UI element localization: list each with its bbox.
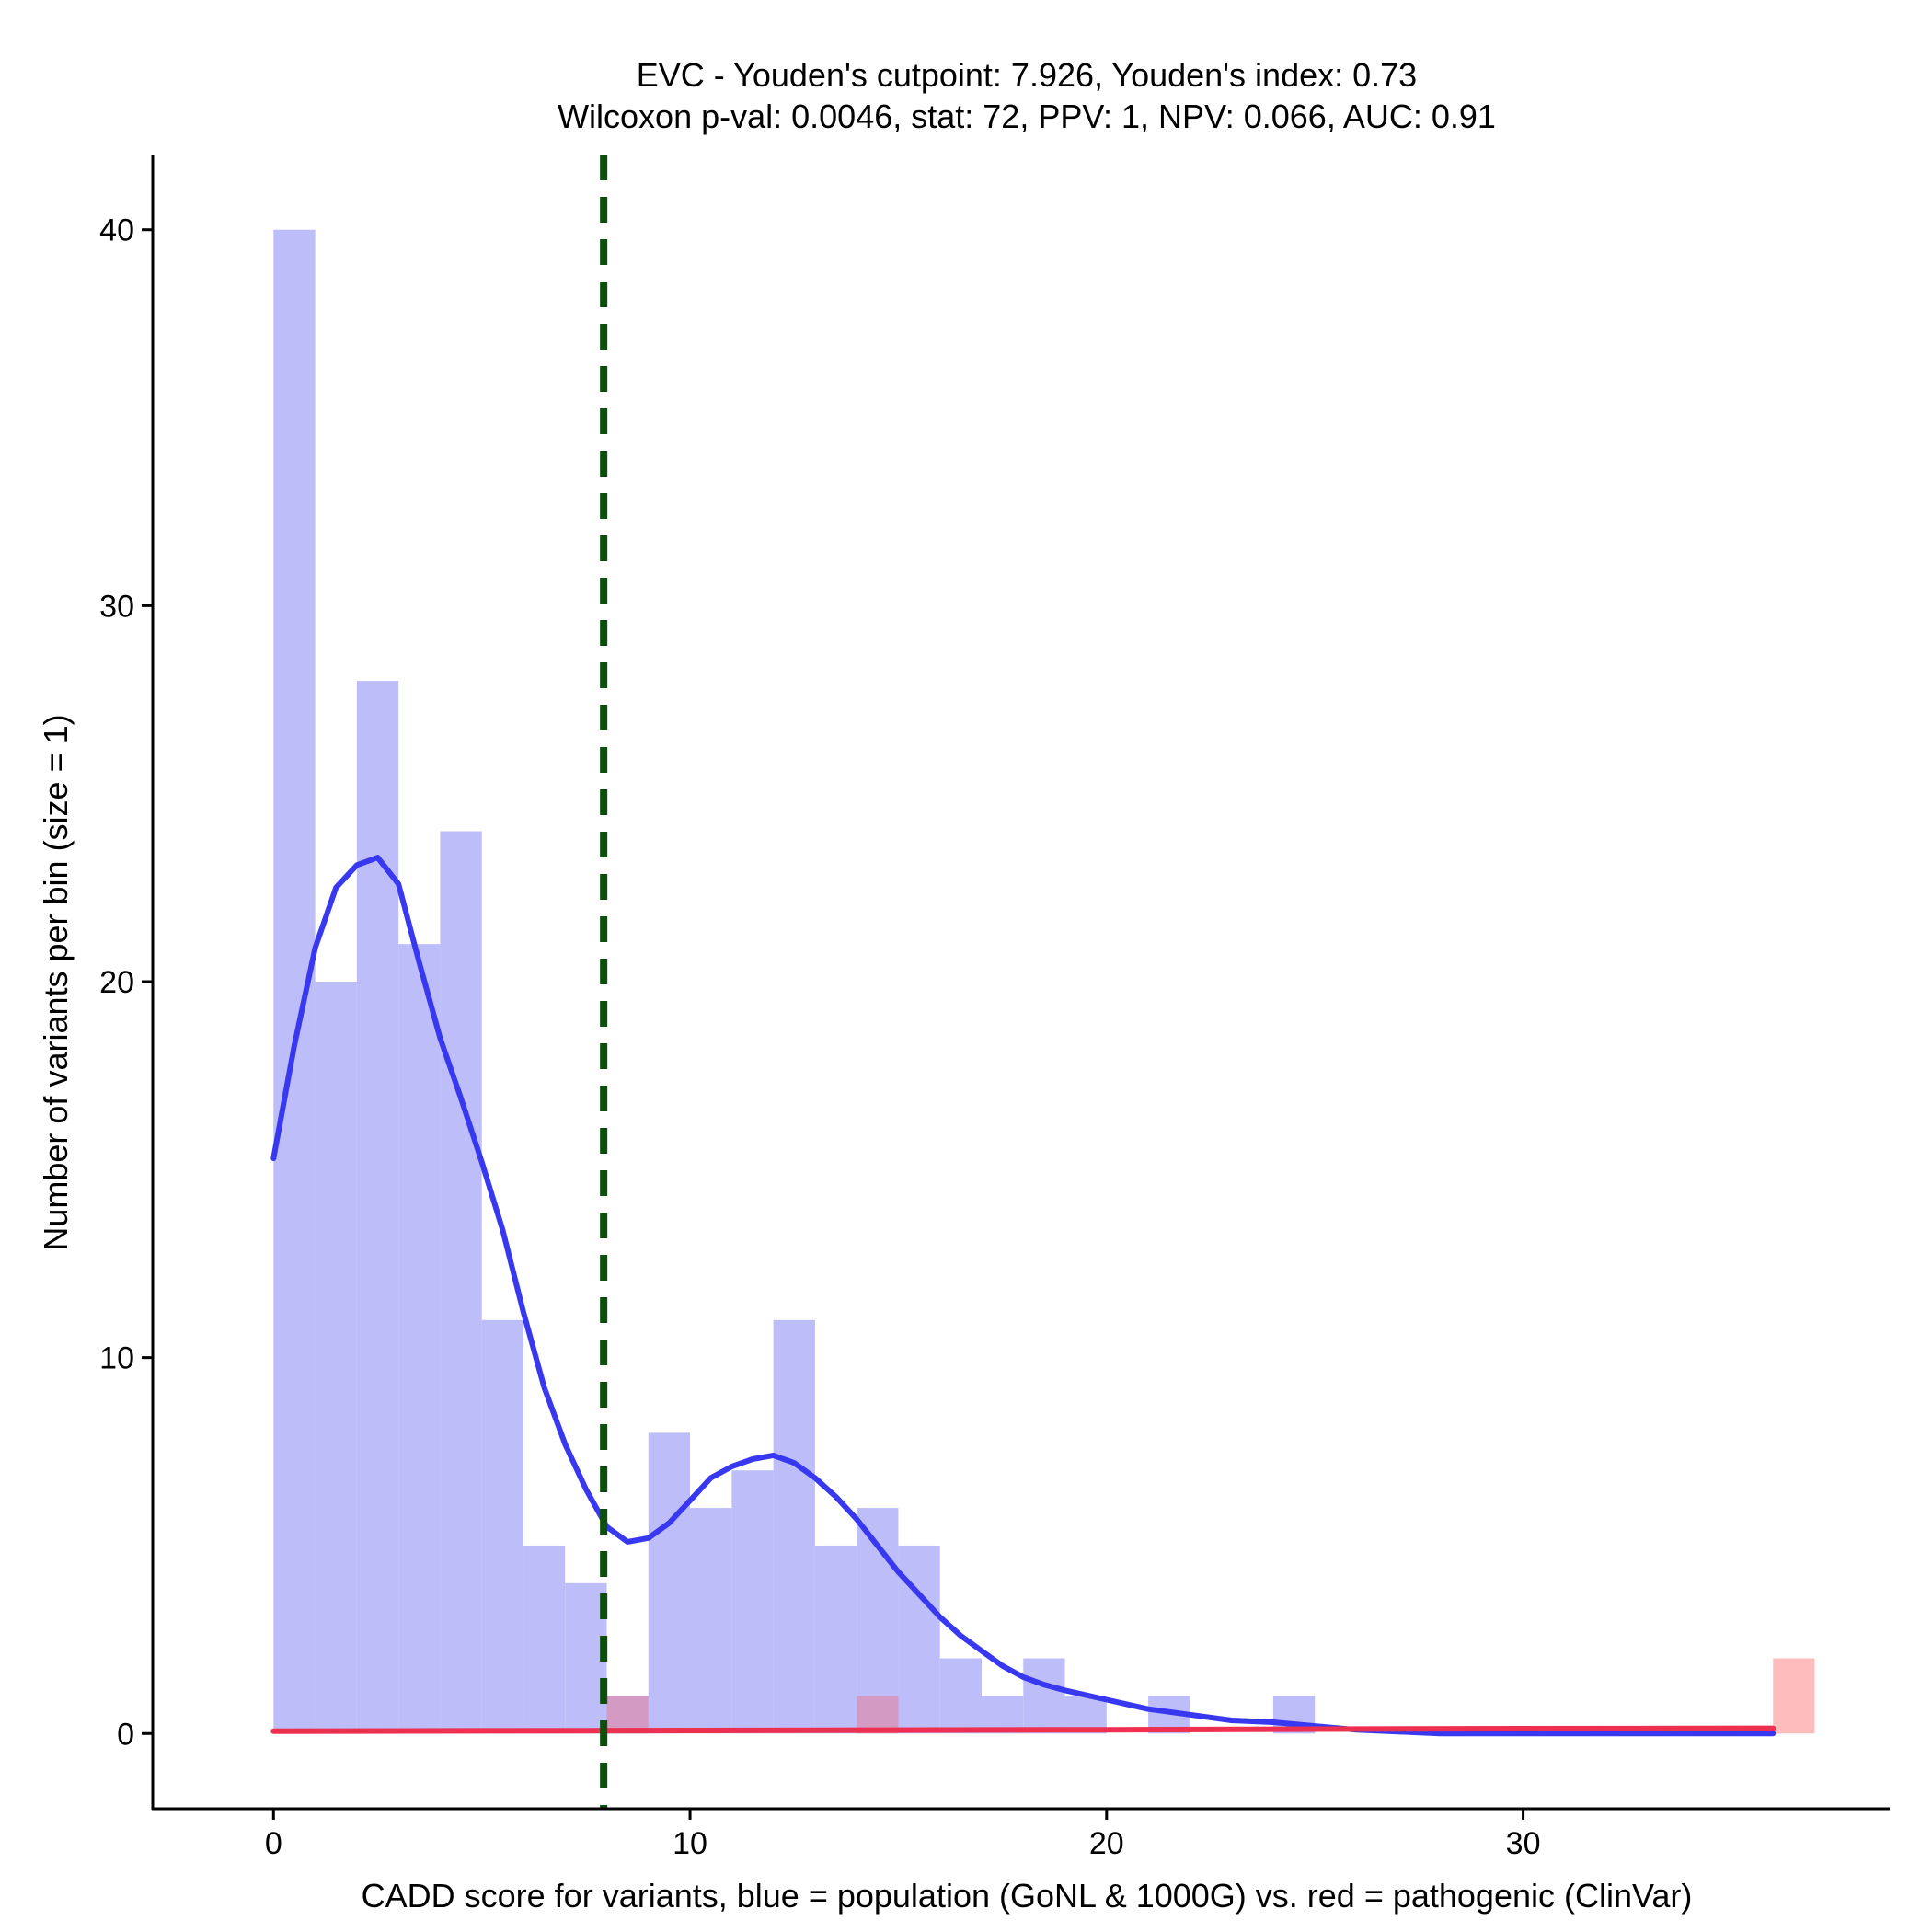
pathogenic-bars [606,1658,1815,1734]
y-tick-label: 20 [99,965,134,1000]
population-bars [273,229,1316,1734]
pathogenic-bar [1773,1658,1815,1734]
x-tick-label: 30 [1506,1826,1541,1861]
population-bar [939,1658,982,1734]
y-tick-label: 10 [99,1341,134,1376]
y-tick-label: 40 [99,213,134,248]
x-tick-label: 20 [1089,1826,1124,1861]
population-bar [523,1545,566,1734]
pathogenic-bar [857,1696,899,1734]
x-tick-label: 10 [673,1826,707,1861]
population-bar [648,1432,691,1734]
pathogenic-density-curve [270,1725,1777,1734]
y-tick-label: 0 [117,1717,134,1752]
population-bar [690,1508,732,1734]
y-tick-label: 30 [99,589,134,624]
population-bar [398,944,441,1734]
population-bar [315,982,357,1734]
population-bar [1023,1658,1065,1734]
y-axis-label: Number of variants per bin (size = 1) [37,714,75,1250]
chart-title-line2: Wilcoxon p-val: 0.0046, stat: 72, PPV: 1… [558,98,1496,135]
population-bar [440,831,482,1734]
population-bar [814,1545,857,1734]
population-bar [481,1319,523,1734]
x-axis-ticks: 0 10 20 30 [265,1809,1541,1861]
population-bar [565,1582,607,1734]
population-bar [731,1470,774,1734]
population-bar [898,1545,940,1734]
y-axis-ticks: 0 10 20 30 40 [99,213,153,1752]
density-curves [270,855,1777,1737]
x-axis-label: CADD score for variants, blue = populati… [362,1877,1693,1915]
pathogenic-bar [606,1696,649,1734]
population-bar [356,681,399,1734]
population-bar [773,1319,815,1734]
population-density-curve [270,855,1777,1737]
chart-title-line1: EVC - Youden's cutpoint: 7.926, Youden's… [637,56,1417,94]
x-tick-label: 0 [265,1826,282,1861]
